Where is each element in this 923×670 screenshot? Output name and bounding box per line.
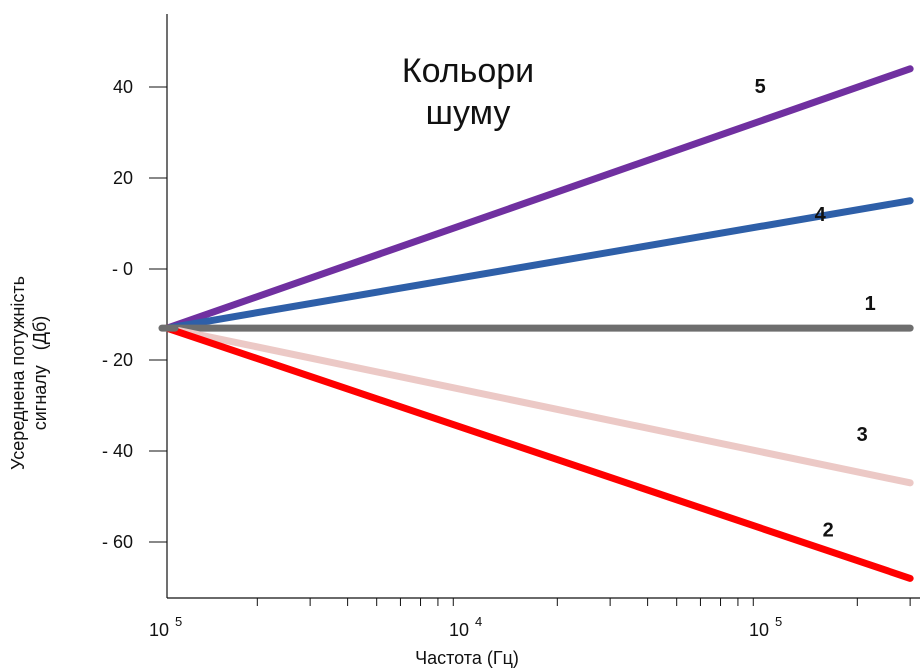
y-tick-label: - 0: [112, 259, 133, 279]
series-label-5: 5: [755, 76, 766, 98]
x-tick-label: 10: [449, 620, 469, 640]
series-label-4: 4: [815, 204, 827, 226]
y-tick-label: - 20: [102, 350, 133, 370]
x-tick-label: 10: [149, 620, 169, 640]
y-axis-title-line2: сигналу (Дб): [30, 316, 50, 431]
series-lines: [158, 65, 914, 582]
series-line-5: [163, 65, 914, 332]
series-line-3: [163, 324, 914, 487]
y-tick-label: 20: [113, 168, 133, 188]
x-tick-exponent: 5: [775, 614, 782, 629]
series-line-4: [163, 197, 914, 332]
y-axis-title-line1: Усереднена потужність: [8, 276, 28, 470]
axes: [166, 14, 920, 599]
x-ticks: 10 5 10 4 10 5: [149, 598, 911, 640]
series-label-2: 2: [823, 519, 834, 541]
series-labels: 5 4 1 3 2: [755, 76, 876, 542]
series-label-3: 3: [857, 424, 868, 446]
series-label-1: 1: [865, 293, 876, 315]
y-tick-label: - 40: [102, 441, 133, 461]
x-tick-label: 10: [749, 620, 769, 640]
y-tick-label: 40: [113, 77, 133, 97]
series-line-2: [163, 324, 914, 582]
chart-title-line1: Кольори: [402, 52, 534, 90]
x-tick-exponent: 4: [475, 614, 482, 629]
y-tick-label: - 60: [102, 532, 133, 552]
chart-title-line2: шуму: [426, 94, 511, 132]
x-tick-exponent: 5: [175, 614, 182, 629]
x-axis-title: Частота (Гц): [415, 648, 519, 668]
y-ticks: 40 20 - 0 - 20 - 40 - 60: [102, 77, 167, 552]
